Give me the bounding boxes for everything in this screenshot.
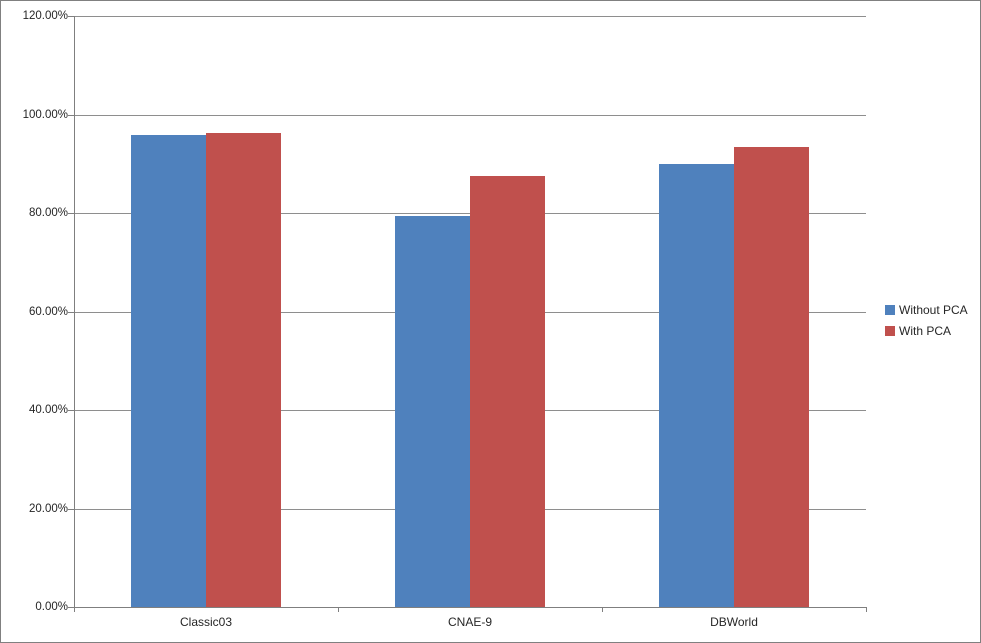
- y-axis-label-120: 120.00%: [22, 10, 68, 22]
- y-axis-label-60: 60.00%: [28, 305, 68, 318]
- x-axis-label-classic03: Classic03: [179, 615, 233, 629]
- bar-with-pca-cnae-9: [470, 176, 545, 607]
- x-axis-tick-2: [602, 607, 603, 612]
- legend-swatch-without-pca: [885, 305, 895, 315]
- legend-swatch-with-pca: [885, 326, 895, 336]
- y-axis-tick-40: [68, 410, 74, 411]
- gridline-100: [74, 114, 866, 116]
- y-axis-tick-80: [68, 213, 74, 214]
- y-axis-tick-100: [68, 114, 74, 116]
- y-axis-tick-20: [68, 508, 74, 510]
- x-axis: [74, 607, 866, 608]
- bar-without-pca-cnae-9: [395, 216, 470, 607]
- bar-without-pca-dbworld: [659, 164, 734, 607]
- y-axis-tick-0: [68, 607, 74, 608]
- y-axis-label-0: 0.00%: [35, 601, 68, 613]
- x-axis-label-cnae-9: CNAE-9: [447, 615, 492, 629]
- x-axis-tick-1: [338, 607, 339, 612]
- bar-with-pca-dbworld: [734, 147, 809, 607]
- y-axis-tick-120: [68, 16, 74, 17]
- bar-without-pca-classic03: [131, 135, 206, 607]
- y-axis-label-80: 80.00%: [28, 207, 68, 219]
- x-axis-tick-3: [866, 607, 867, 612]
- legend-item-without-pca: Without PCA: [885, 303, 968, 317]
- x-axis-label-dbworld: DBWorld: [710, 615, 758, 629]
- bar-with-pca-classic03: [206, 133, 281, 607]
- y-axis-label-100: 100.00%: [22, 108, 68, 121]
- y-axis-label-40: 40.00%: [28, 404, 68, 416]
- legend-item-with-pca: With PCA: [885, 324, 968, 338]
- gridline-120: [74, 16, 866, 17]
- plot-area: 0.00% 20.00% 40.00% 60.00% 80.00% 100.00% 120.…: [23, 10, 867, 629]
- legend-label-with-pca: With PCA: [899, 324, 952, 338]
- y-axis: [74, 16, 75, 612]
- legend-label-without-pca: Without PCA: [899, 303, 968, 317]
- legend: Without PCA With PCA: [885, 303, 968, 345]
- y-axis-tick-60: [68, 311, 74, 313]
- y-axis-label-20: 20.00%: [28, 502, 68, 515]
